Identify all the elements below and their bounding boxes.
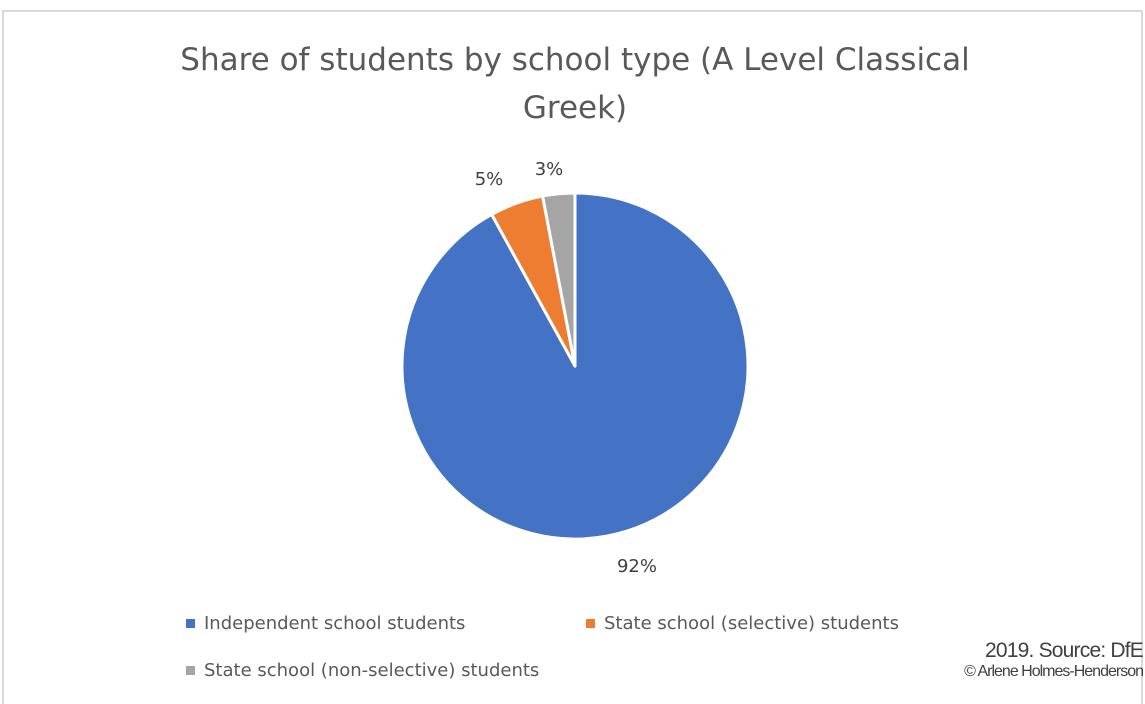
legend-label: State school (non-selective) students: [204, 660, 540, 681]
legend-item-selective: State school (selective) students: [586, 613, 899, 634]
legend-item-independent: Independent school students: [186, 613, 465, 634]
data-label-2: 3%: [535, 159, 564, 180]
chart-frame: [2, 10, 1143, 704]
copyright-text: © Arlene Holmes-Henderson: [964, 663, 1144, 680]
legend-swatch: [186, 666, 195, 675]
legend-label: Independent school students: [204, 613, 466, 634]
data-label-0: 92%: [617, 556, 657, 577]
pie-slice-2: [541, 191, 577, 368]
legend-label: State school (selective) students: [604, 613, 899, 634]
legend-swatch: [586, 619, 595, 628]
legend-swatch: [186, 619, 195, 628]
legend-item-non-selective: State school (non-selective) students: [186, 660, 539, 681]
source-text: 2019. Source: DfE: [985, 639, 1144, 662]
data-label-1: 5%: [475, 169, 504, 190]
chart-title: Share of students by school type (A Leve…: [180, 42, 970, 126]
source-note: 2019. Source: DfE © Arlene Holmes-Hender…: [964, 639, 1144, 681]
